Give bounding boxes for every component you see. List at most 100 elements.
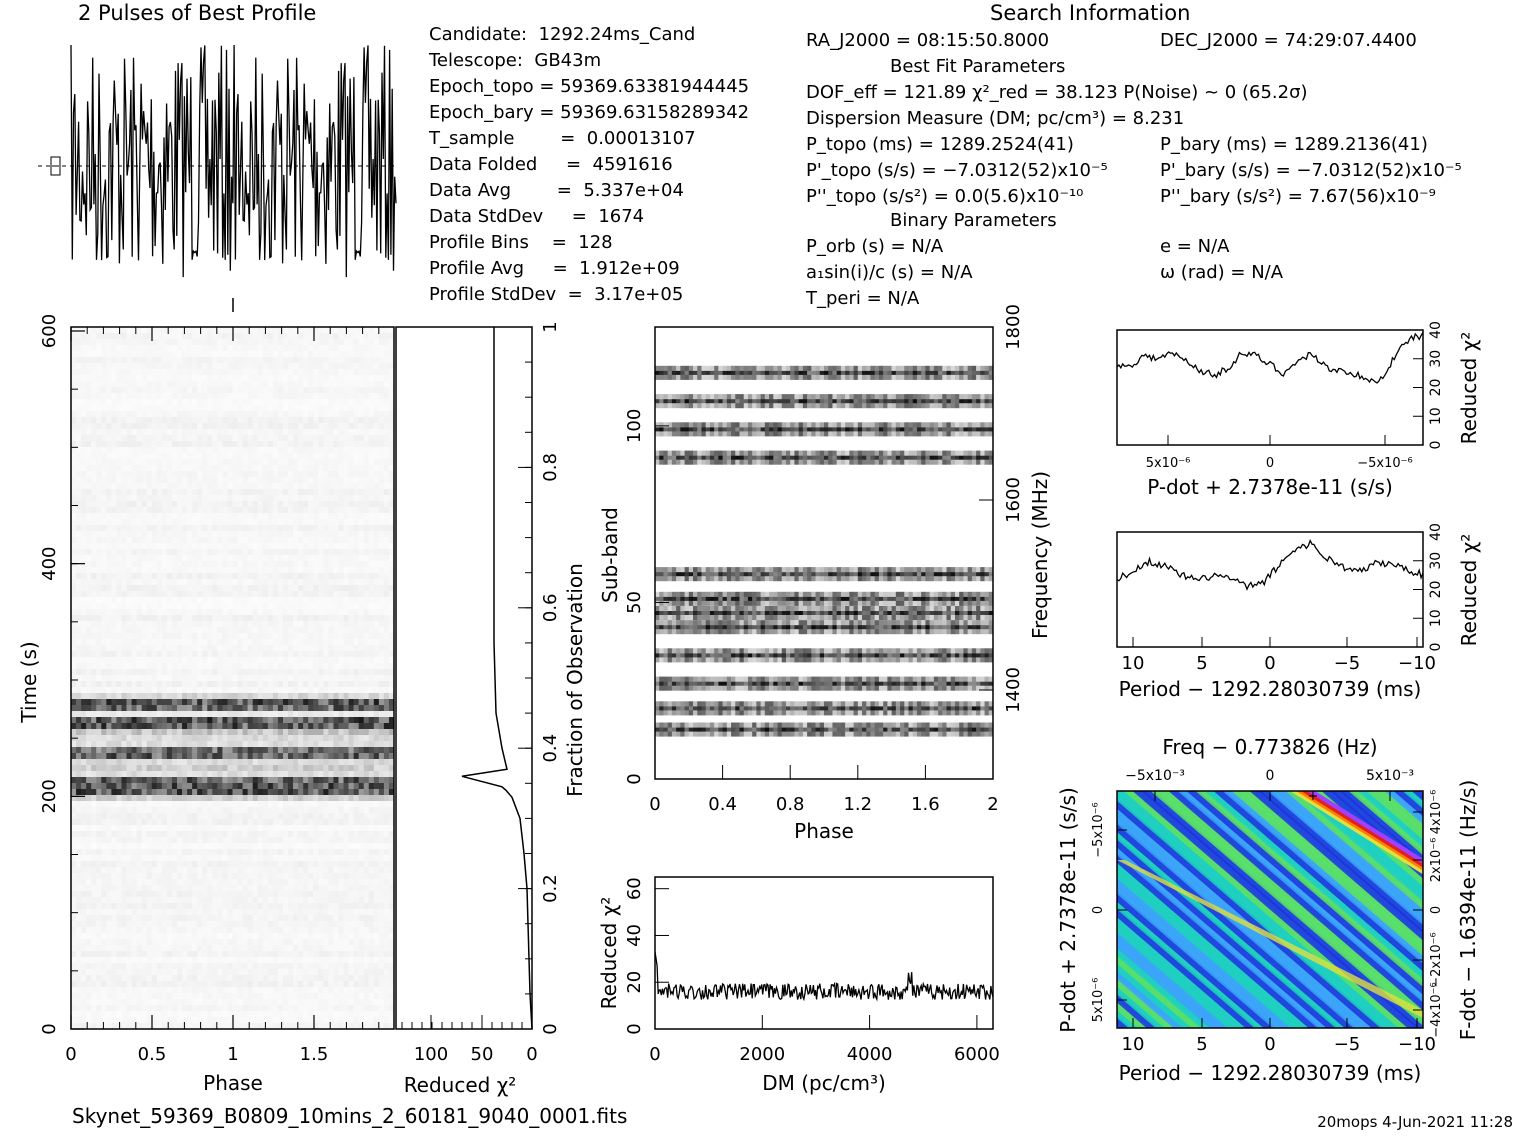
heatmap-cell xyxy=(171,615,178,621)
heatmap-cell xyxy=(171,729,178,735)
heatmap-cell xyxy=(373,531,380,537)
heatmap-cell xyxy=(161,339,168,345)
heatmap-cell xyxy=(262,369,269,375)
heatmap-cell xyxy=(111,453,117,459)
heatmap-cell xyxy=(288,711,294,717)
heatmap-cell xyxy=(237,783,243,789)
heatmap-cell xyxy=(262,465,269,471)
heatmap-cell xyxy=(323,459,329,465)
heatmap-cell xyxy=(81,405,87,411)
heatmap-cell xyxy=(257,519,264,525)
heatmap-cell xyxy=(252,357,259,363)
heatmap-cell xyxy=(171,435,178,441)
heatmap-cell xyxy=(176,387,183,393)
heatmap-cell xyxy=(358,609,365,615)
heatmap-cell xyxy=(237,471,243,477)
heatmap-cell xyxy=(232,645,238,651)
heatmap-cell xyxy=(388,459,395,465)
heatmap-cell xyxy=(126,345,132,351)
heatmap-cell xyxy=(348,645,354,651)
heatmap-cell xyxy=(182,681,188,687)
heatmap-cell xyxy=(176,735,183,741)
heatmap-cell xyxy=(71,525,77,531)
heatmap-cell xyxy=(151,723,158,729)
heatmap-cell xyxy=(358,543,365,549)
heatmap-cell xyxy=(343,609,349,615)
heatmap-cell xyxy=(86,411,92,417)
heatmap-cell xyxy=(383,675,390,681)
heatmap-cell xyxy=(131,759,137,765)
heatmap-cell xyxy=(303,735,309,741)
heatmap-cell xyxy=(76,453,82,459)
heatmap-cell xyxy=(212,489,218,495)
heatmap-cell xyxy=(217,729,223,735)
heatmap-cell xyxy=(222,591,228,597)
heatmap-cell xyxy=(197,471,203,477)
heatmap-cell xyxy=(277,489,284,495)
heatmap-cell xyxy=(303,345,309,351)
heatmap-cell xyxy=(368,555,375,561)
heatmap-cell xyxy=(71,501,77,507)
heatmap-cell xyxy=(76,747,82,753)
heatmap-cell xyxy=(166,759,173,765)
heatmap-cell xyxy=(383,561,390,567)
heatmap-cell xyxy=(383,591,390,597)
heatmap-cell xyxy=(318,561,324,567)
heatmap-cell xyxy=(197,699,203,705)
heatmap-cell xyxy=(298,681,304,687)
heatmap-cell xyxy=(272,657,279,663)
heatmap-cell xyxy=(353,507,359,513)
heatmap-cell xyxy=(358,495,365,501)
heatmap-cell xyxy=(373,717,380,723)
heatmap-cell xyxy=(318,447,324,453)
heatmap-cell xyxy=(272,669,279,675)
heatmap-cell xyxy=(192,639,198,645)
heatmap-cell xyxy=(192,501,198,507)
heatmap-cell xyxy=(262,423,269,429)
heatmap-cell xyxy=(161,375,168,381)
heatmap-cell xyxy=(96,537,102,543)
heatmap-cell xyxy=(96,735,102,741)
heatmap-cell xyxy=(166,705,173,711)
heatmap-cell xyxy=(343,333,349,339)
heatmap-cell xyxy=(202,453,208,459)
heatmap-cell xyxy=(156,339,163,345)
heatmap-cell xyxy=(308,633,314,639)
heatmap-cell xyxy=(146,663,153,669)
heatmap-cell xyxy=(328,723,334,729)
heatmap-cell xyxy=(121,549,127,555)
heatmap-cell xyxy=(187,345,193,351)
heatmap-cell xyxy=(282,579,289,585)
heatmap-cell xyxy=(303,459,309,465)
heatmap-cell xyxy=(237,423,243,429)
heatmap-cell xyxy=(282,573,289,579)
heatmap-cell xyxy=(298,777,304,783)
heatmap-cell xyxy=(348,549,354,555)
heatmap-cell xyxy=(313,357,319,363)
heatmap-cell xyxy=(182,351,188,357)
heatmap-cell xyxy=(217,513,223,519)
heatmap-cell xyxy=(227,543,233,549)
heatmap-cell xyxy=(161,765,168,771)
heatmap-cell xyxy=(368,507,375,513)
heatmap-cell xyxy=(277,405,284,411)
heatmap-cell xyxy=(116,573,122,579)
heatmap-cell xyxy=(156,483,163,489)
heatmap-cell xyxy=(116,759,122,765)
heatmap-cell xyxy=(131,765,137,771)
heatmap-cell xyxy=(267,549,274,555)
heatmap-cell xyxy=(136,369,142,375)
heatmap-cell xyxy=(121,621,127,627)
heatmap-cell xyxy=(368,561,375,567)
heatmap-cell xyxy=(156,705,163,711)
heatmap-cell xyxy=(298,555,304,561)
heatmap-cell xyxy=(182,561,188,567)
heatmap-cell xyxy=(227,531,233,537)
info-mid-line: a₁sin(i)/c (s) = N/A xyxy=(806,262,973,283)
heatmap-cell xyxy=(298,525,304,531)
heatmap-cell xyxy=(308,465,314,471)
heatmap-cell xyxy=(262,771,269,777)
heatmap-cell xyxy=(358,567,365,573)
heatmap-cell xyxy=(81,411,87,417)
heatmap-cell xyxy=(192,531,198,537)
